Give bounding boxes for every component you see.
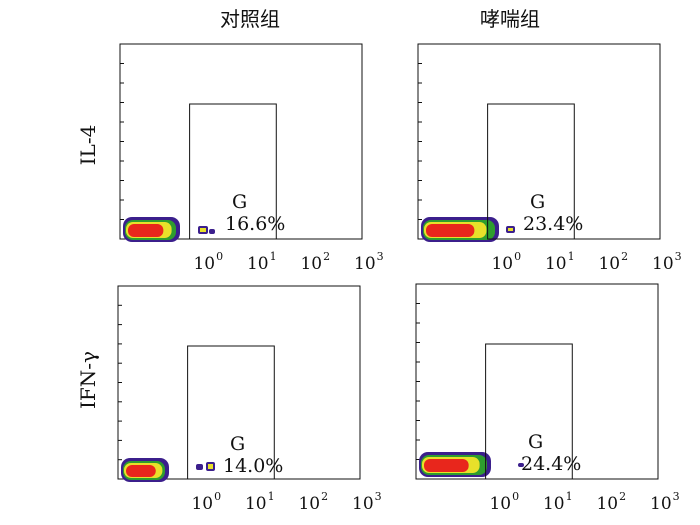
- x-tick-label: 100: [489, 490, 519, 514]
- population-satellite: [209, 229, 215, 234]
- x-tick-exponent: 3: [377, 250, 384, 263]
- x-tick-exponent: 1: [268, 490, 275, 503]
- population-satellite-core: [208, 464, 213, 469]
- x-tick-label: 103: [650, 490, 680, 514]
- flow-panel: G24.4%100 101 102 103: [415, 283, 680, 514]
- x-tick-label: 103: [352, 490, 382, 514]
- x-tick-label: 101: [247, 250, 277, 274]
- x-tick-label: 100: [191, 490, 221, 514]
- population-satellite: [518, 463, 524, 467]
- x-tick-label: 102: [596, 490, 626, 514]
- gate-percent: 16.6%: [225, 213, 285, 235]
- x-tick-exponent: 2: [621, 250, 628, 263]
- population-satellite-core: [508, 228, 513, 231]
- x-tick-label: 103: [354, 250, 384, 274]
- row-title-il4: IL-4: [76, 125, 100, 166]
- x-tick-label: 102: [298, 490, 328, 514]
- x-tick-exponent: 2: [323, 250, 330, 263]
- row-title-ifng: IFN-γ: [76, 351, 100, 409]
- gate-name: G: [232, 191, 247, 213]
- population-satellite-core: [200, 228, 206, 232]
- x-tick-exponent: 0: [512, 490, 519, 503]
- gate-percent: 24.4%: [521, 453, 581, 475]
- x-tick-exponent: 3: [675, 250, 682, 263]
- flow-panel: G16.6%100 101 102 103: [119, 43, 384, 274]
- gate-percent: 14.0%: [223, 455, 283, 477]
- x-tick-label: 103: [652, 250, 682, 274]
- x-tick-label: 102: [598, 250, 628, 274]
- population-satellite: [196, 464, 203, 470]
- x-tick-exponent: 3: [375, 490, 382, 503]
- x-tick-exponent: 1: [568, 250, 575, 263]
- column-title-control: 对照组: [220, 7, 280, 31]
- column-title-asthma: 哮喘组: [480, 7, 540, 31]
- x-tick-label: 100: [491, 250, 521, 274]
- population-core: [128, 224, 164, 237]
- x-tick-exponent: 3: [673, 490, 680, 503]
- gate-region: [485, 343, 573, 480]
- x-tick-exponent: 0: [216, 250, 223, 263]
- gate-name: G: [530, 191, 545, 213]
- x-tick-exponent: 2: [619, 490, 626, 503]
- gate-region: [187, 345, 275, 480]
- x-tick-label: 102: [300, 250, 330, 274]
- x-tick-exponent: 1: [270, 250, 277, 263]
- gate-name: G: [528, 431, 543, 453]
- population-core: [426, 224, 475, 237]
- x-tick-exponent: 0: [214, 490, 221, 503]
- x-tick-label: 100: [193, 250, 223, 274]
- x-tick-label: 101: [543, 490, 573, 514]
- x-tick-exponent: 1: [566, 490, 573, 503]
- x-tick-exponent: 0: [514, 250, 521, 263]
- flow-panel: G23.4%100 101 102 103: [417, 43, 682, 274]
- gate-region: [487, 103, 575, 240]
- gate-name: G: [230, 433, 245, 455]
- flow-panel: G14.0%100 101 102 103: [117, 285, 382, 514]
- x-tick-exponent: 2: [321, 490, 328, 503]
- gate-region: [189, 103, 277, 240]
- population-core: [424, 459, 469, 472]
- population-core: [126, 465, 156, 477]
- x-tick-label: 101: [545, 250, 575, 274]
- x-tick-label: 101: [245, 490, 275, 514]
- gate-percent: 23.4%: [523, 213, 583, 235]
